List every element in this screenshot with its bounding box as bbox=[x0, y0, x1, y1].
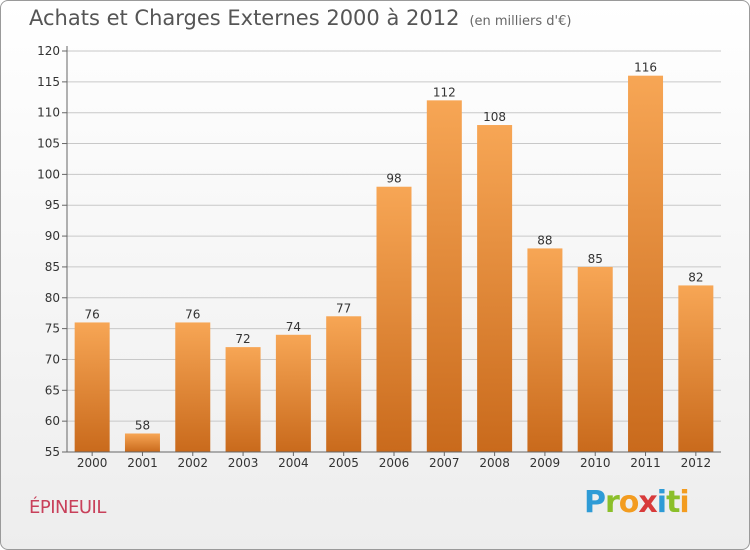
labels: 55 60 65 70 75 80 85 90 95 100 105 110 115 120 76 2000 5… bbox=[37, 44, 711, 470]
bar-value-label: 58 bbox=[135, 418, 150, 432]
y-tick-label: 100 bbox=[37, 167, 60, 181]
bar-value-label: 85 bbox=[588, 252, 603, 266]
bar-value-label: 77 bbox=[336, 301, 351, 315]
y-tick-label: 70 bbox=[45, 352, 60, 366]
x-tick-label: 2010 bbox=[580, 456, 611, 470]
y-tick-label: 65 bbox=[45, 383, 60, 397]
x-tick-label: 2001 bbox=[127, 456, 158, 470]
bar-value-label: 76 bbox=[185, 307, 200, 321]
y-tick-label: 75 bbox=[45, 322, 60, 336]
y-tick-label: 95 bbox=[45, 198, 60, 212]
logo-letter: x bbox=[638, 485, 657, 520]
proxiti-logo: Proxiti bbox=[584, 485, 690, 520]
bar-2000 bbox=[74, 322, 110, 452]
x-tick-label: 2009 bbox=[530, 456, 561, 470]
bar-2005 bbox=[326, 316, 362, 452]
x-tick-label: 2004 bbox=[278, 456, 309, 470]
bar-2008 bbox=[477, 125, 513, 453]
bar-value-label: 72 bbox=[235, 332, 250, 346]
y-tick-label: 105 bbox=[37, 137, 60, 151]
x-tick-label: 2012 bbox=[681, 456, 712, 470]
y-tick-label: 55 bbox=[45, 445, 60, 459]
bar-value-label: 76 bbox=[85, 307, 100, 321]
y-tick-label: 110 bbox=[37, 106, 60, 120]
x-tick-label: 2011 bbox=[630, 456, 661, 470]
y-tick-label: 120 bbox=[37, 44, 60, 58]
y-tick-label: 80 bbox=[45, 291, 60, 305]
logo-letter: r bbox=[605, 485, 620, 520]
y-tick-label: 85 bbox=[45, 260, 60, 274]
bar-value-label: 108 bbox=[483, 110, 506, 124]
logo-letter: i bbox=[679, 485, 689, 520]
bar-value-label: 82 bbox=[688, 270, 703, 284]
logo-letter: i bbox=[656, 485, 667, 520]
bar-2003 bbox=[225, 347, 261, 452]
logo-letter: P bbox=[584, 485, 606, 520]
bar-value-label: 98 bbox=[386, 172, 401, 186]
city-name: ÉPINEUIL bbox=[29, 497, 106, 518]
bar-value-label: 112 bbox=[433, 85, 456, 99]
bar-2002 bbox=[175, 322, 211, 452]
logo-letter: o bbox=[618, 485, 640, 520]
chart-unit: (en milliers d'€) bbox=[469, 14, 572, 29]
x-tick-label: 2007 bbox=[429, 456, 460, 470]
axes bbox=[62, 46, 721, 456]
chart-title-text: Achats et Charges Externes 2000 à 2012 bbox=[29, 6, 460, 30]
bar-2011 bbox=[628, 75, 664, 452]
x-tick-label: 2005 bbox=[328, 456, 359, 470]
x-tick-label: 2006 bbox=[379, 456, 410, 470]
x-tick-label: 2008 bbox=[479, 456, 510, 470]
bar-2007 bbox=[426, 100, 462, 452]
bar-2004 bbox=[275, 334, 311, 452]
x-tick-label: 2002 bbox=[177, 456, 208, 470]
x-tick-label: 2000 bbox=[77, 456, 108, 470]
y-tick-label: 115 bbox=[37, 75, 60, 89]
bar-2001 bbox=[124, 433, 160, 452]
bar-2012 bbox=[678, 285, 714, 452]
bar-2010 bbox=[577, 266, 613, 452]
y-tick-label: 60 bbox=[45, 414, 60, 428]
bar-value-label: 74 bbox=[286, 320, 301, 334]
bar-2009 bbox=[527, 248, 563, 452]
y-tick-label: 90 bbox=[45, 229, 60, 243]
bar-value-label: 88 bbox=[537, 233, 552, 247]
bars bbox=[74, 75, 714, 453]
x-tick-label: 2003 bbox=[228, 456, 259, 470]
logo-letter: t bbox=[666, 485, 680, 520]
bar-2006 bbox=[376, 186, 412, 452]
chart-title: Achats et Charges Externes 2000 à 2012 (e… bbox=[29, 6, 571, 30]
bar-value-label: 116 bbox=[634, 61, 657, 75]
